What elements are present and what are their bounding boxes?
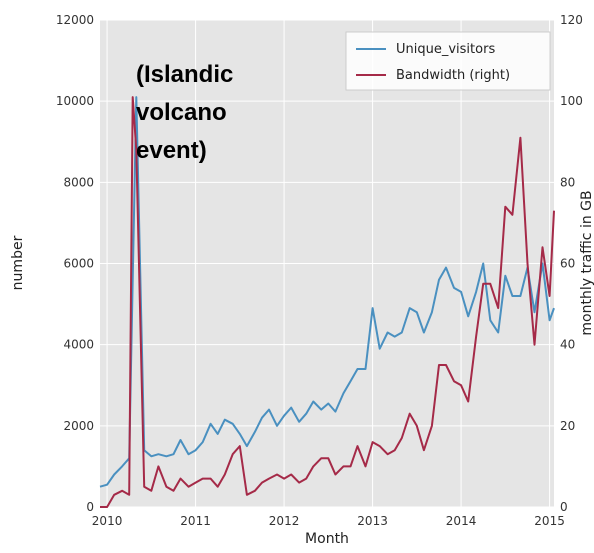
y-tick-label-right: 120 [560,13,583,27]
ticks-layer: 2010 2011 2012 2013 2014 20150200040006000800… [56,13,583,528]
y-tick-label-right: 40 [560,338,575,352]
x-tick-label: 2010 [92,514,123,528]
legend-label-visitors: Unique_visitors [396,42,495,57]
x-tick-label: 2015 [534,514,565,528]
y-tick-label-right: 0 [560,500,568,514]
y-tick-label-left: 4000 [63,338,94,352]
annotation: (Islandic volcano event) [136,61,233,164]
annotation-line-2: volcano [136,99,227,126]
legend: Unique_visitors Bandwidth (right) [345,31,551,91]
x-axis-label: Month [305,531,349,547]
y-axis-label-left: number [10,235,26,290]
annotation-line-3: event) [136,137,207,164]
y-tick-label-right: 60 [560,257,575,271]
x-tick-label: 2013 [357,514,388,528]
series-line-visitors [99,96,555,488]
y-tick-label-right: 20 [560,419,575,433]
y-tick-label-left: 2000 [63,419,94,433]
y-tick-label-left: 12000 [56,13,94,27]
y-tick-label-left: 0 [86,500,94,514]
x-tick-label: 2011 [180,514,211,528]
series-line-bandwidth [100,96,555,508]
x-tick-label: 2014 [446,514,477,528]
y-tick-label-right: 80 [560,175,575,189]
x-tick-label: 2012 [269,514,300,528]
y-tick-label-left: 10000 [56,94,94,108]
y-tick-label-left: 8000 [63,175,94,189]
legend-box [345,31,551,91]
legend-label-bandwidth: Bandwidth (right) [396,68,510,83]
series-layer [99,96,555,508]
grid [100,19,554,508]
y-tick-label-left: 6000 [63,257,94,271]
y-axis-label-right: monthly traffic in GB [579,190,594,335]
annotation-line-1: (Islandic [136,61,233,88]
y-tick-label-right: 100 [560,94,583,108]
